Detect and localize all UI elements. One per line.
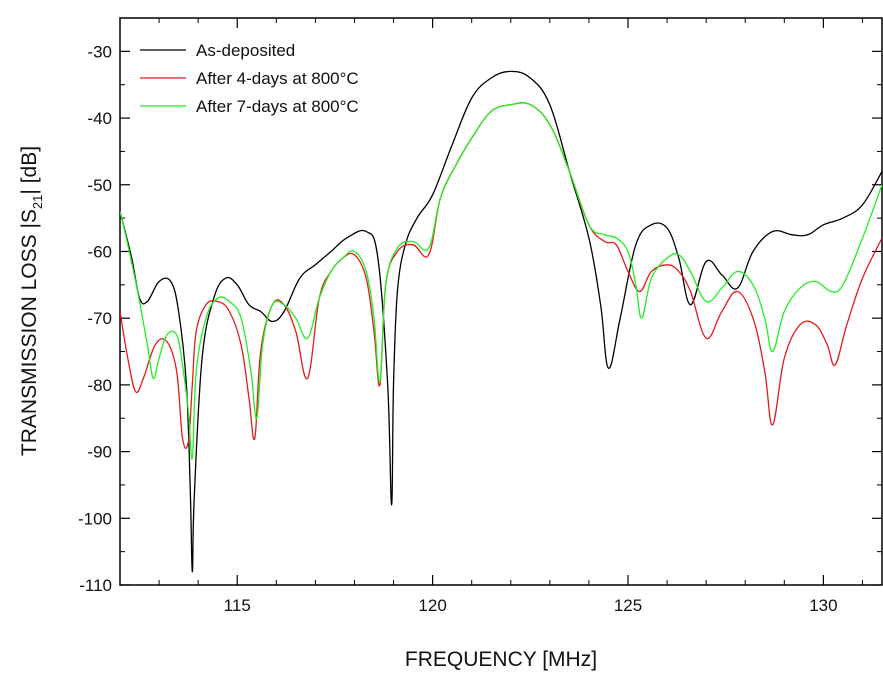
y-tick-label: -40 xyxy=(87,109,112,128)
legend: As-deposited After 4-days at 800°C After… xyxy=(140,41,359,116)
legend-label-4-days: After 4-days at 800°C xyxy=(196,69,359,88)
y-tick-label: -110 xyxy=(79,576,112,595)
legend-label-7-days: After 7-days at 800°C xyxy=(196,97,359,116)
legend-label-as-deposited: As-deposited xyxy=(196,41,295,60)
y-axis-title-subscript: 21 xyxy=(30,195,45,209)
y-tick-label: -80 xyxy=(87,376,112,395)
axis-ticks xyxy=(119,18,882,586)
y-tick-label: -50 xyxy=(87,176,112,195)
y-tick-label: -100 xyxy=(78,509,112,528)
y-tick-label: -60 xyxy=(87,242,112,261)
series-line-2 xyxy=(120,102,882,460)
y-tick-label: -30 xyxy=(87,42,112,61)
x-tick-label: 120 xyxy=(418,596,446,615)
plot-frame xyxy=(119,17,883,586)
y-axis-title-unit: | [dB] xyxy=(18,146,41,195)
y-axis-title-main: TRANSMISSION LOSS |S xyxy=(18,209,41,456)
x-tick-label: 125 xyxy=(614,596,642,615)
series-line-0 xyxy=(120,70,882,573)
y-tick-label: -70 xyxy=(87,309,112,328)
series-line-1 xyxy=(120,102,882,449)
y-tick-label: -90 xyxy=(87,443,112,462)
series-layer xyxy=(120,70,882,573)
x-axis-title: FREQUENCY [MHz] xyxy=(405,648,597,671)
y-axis-title: TRANSMISSION LOSS |S21| [dB] xyxy=(18,146,45,456)
tick-labels: 115 120 125 130 -30 -40 -50 -60 -70 -80 -90 -100 -11… xyxy=(78,42,838,615)
x-tick-label: 115 xyxy=(224,596,251,615)
x-tick-label: 130 xyxy=(809,596,837,615)
